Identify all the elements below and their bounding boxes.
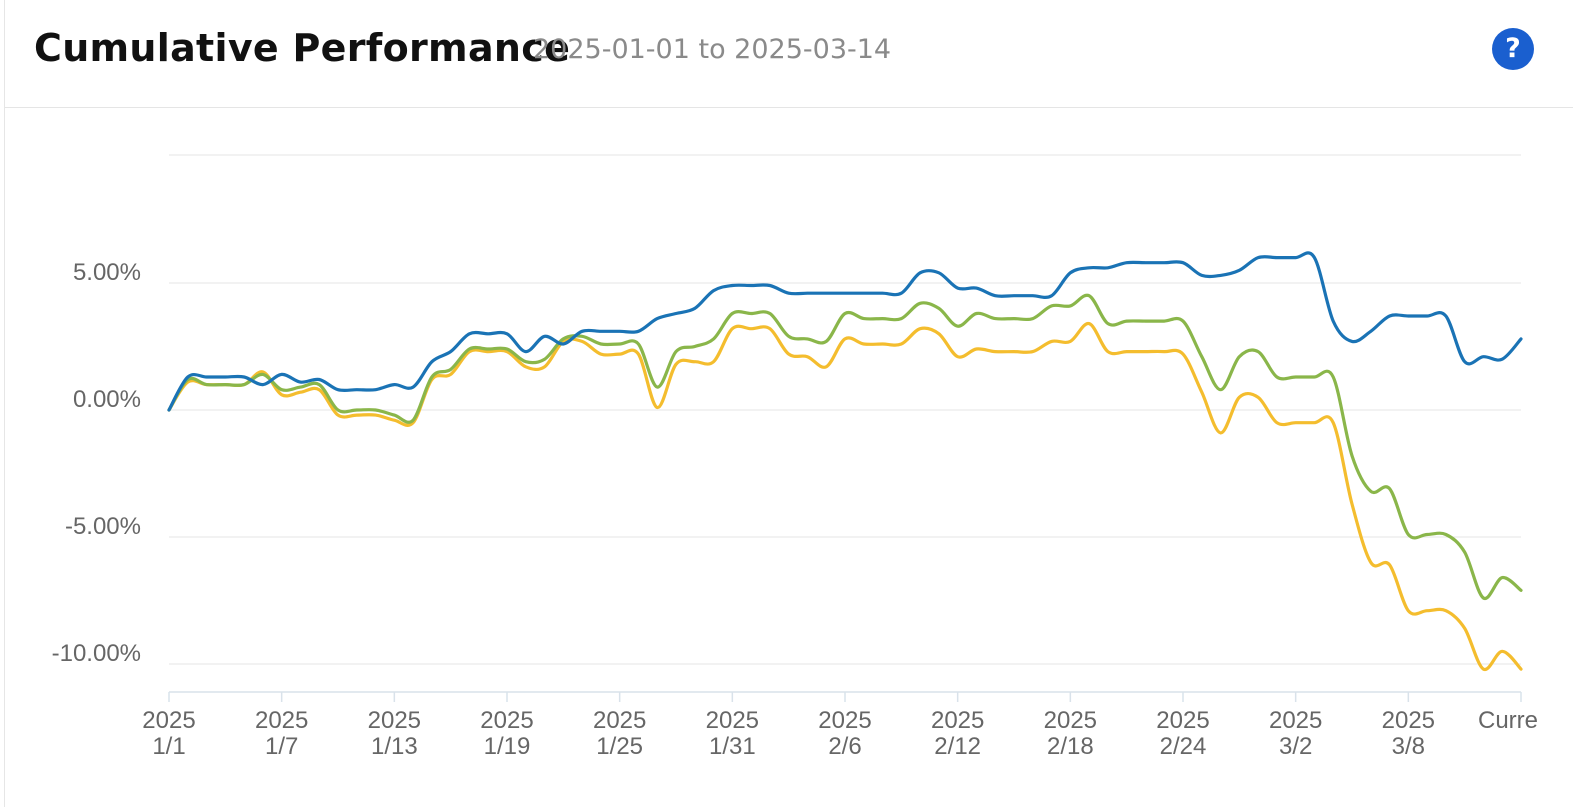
- x-tick-label-date: Curre: [1478, 707, 1538, 734]
- series-layer: [167, 251, 1523, 672]
- x-tick-label-date: 1/7: [265, 733, 298, 760]
- x-tick-label-date: 2/6: [828, 733, 861, 760]
- x-tick-label-year: 2025: [593, 707, 646, 734]
- x-tick-label-date: 2/24: [1160, 733, 1207, 760]
- performance-card: Cumulative Performance 2025-01-01 to 202…: [4, 0, 1573, 807]
- date-range-label: 2025-01-01 to 2025-03-14: [533, 34, 892, 65]
- x-tick-label-date: 3/2: [1279, 733, 1312, 760]
- y-axis-labels: 5.00% 0.00% -5.00% -10.00%: [52, 259, 141, 667]
- series-line-1: [167, 251, 1523, 412]
- x-tick-label-date: 1/13: [371, 733, 418, 760]
- grid-layer: [169, 154, 1521, 665]
- x-tick-label-date: 1/19: [484, 733, 531, 760]
- card-header: Cumulative Performance 2025-01-01 to 202…: [5, 0, 1573, 108]
- x-tick-label-date: 2/18: [1047, 733, 1094, 760]
- y-tick-label: -5.00%: [65, 513, 141, 540]
- x-tick-label-year: 2025: [1382, 707, 1435, 734]
- help-icon[interactable]: ?: [1492, 28, 1534, 70]
- x-tick-label-date: 2/12: [934, 733, 981, 760]
- x-tick-label-date: 1/1: [152, 733, 185, 760]
- series-line-3: [167, 321, 1523, 672]
- x-tick-label-date: 1/25: [596, 733, 643, 760]
- y-tick-label: 0.00%: [73, 386, 141, 413]
- x-tick-label-year: 2025: [931, 707, 984, 734]
- x-tick-label-year: 2025: [1269, 707, 1322, 734]
- x-axis: 20251/120251/720251/1320251/1920251/2520…: [142, 691, 1538, 760]
- y-tick-label: 5.00%: [73, 259, 141, 286]
- series-line-2: [167, 293, 1523, 600]
- x-tick-label-year: 2025: [255, 707, 308, 734]
- x-tick-label-date: 1/31: [709, 733, 756, 760]
- x-tick-label-year: 2025: [1044, 707, 1097, 734]
- x-tick-label-year: 2025: [818, 707, 871, 734]
- x-tick-label-date: 3/8: [1392, 733, 1425, 760]
- x-tick-label-year: 2025: [368, 707, 421, 734]
- x-tick-label-year: 2025: [1156, 707, 1209, 734]
- x-tick-label-year: 2025: [480, 707, 533, 734]
- x-tick-label-year: 2025: [706, 707, 759, 734]
- x-tick-label-year: 2025: [142, 707, 195, 734]
- y-tick-label: -10.00%: [52, 640, 141, 667]
- page-title: Cumulative Performance: [34, 26, 571, 70]
